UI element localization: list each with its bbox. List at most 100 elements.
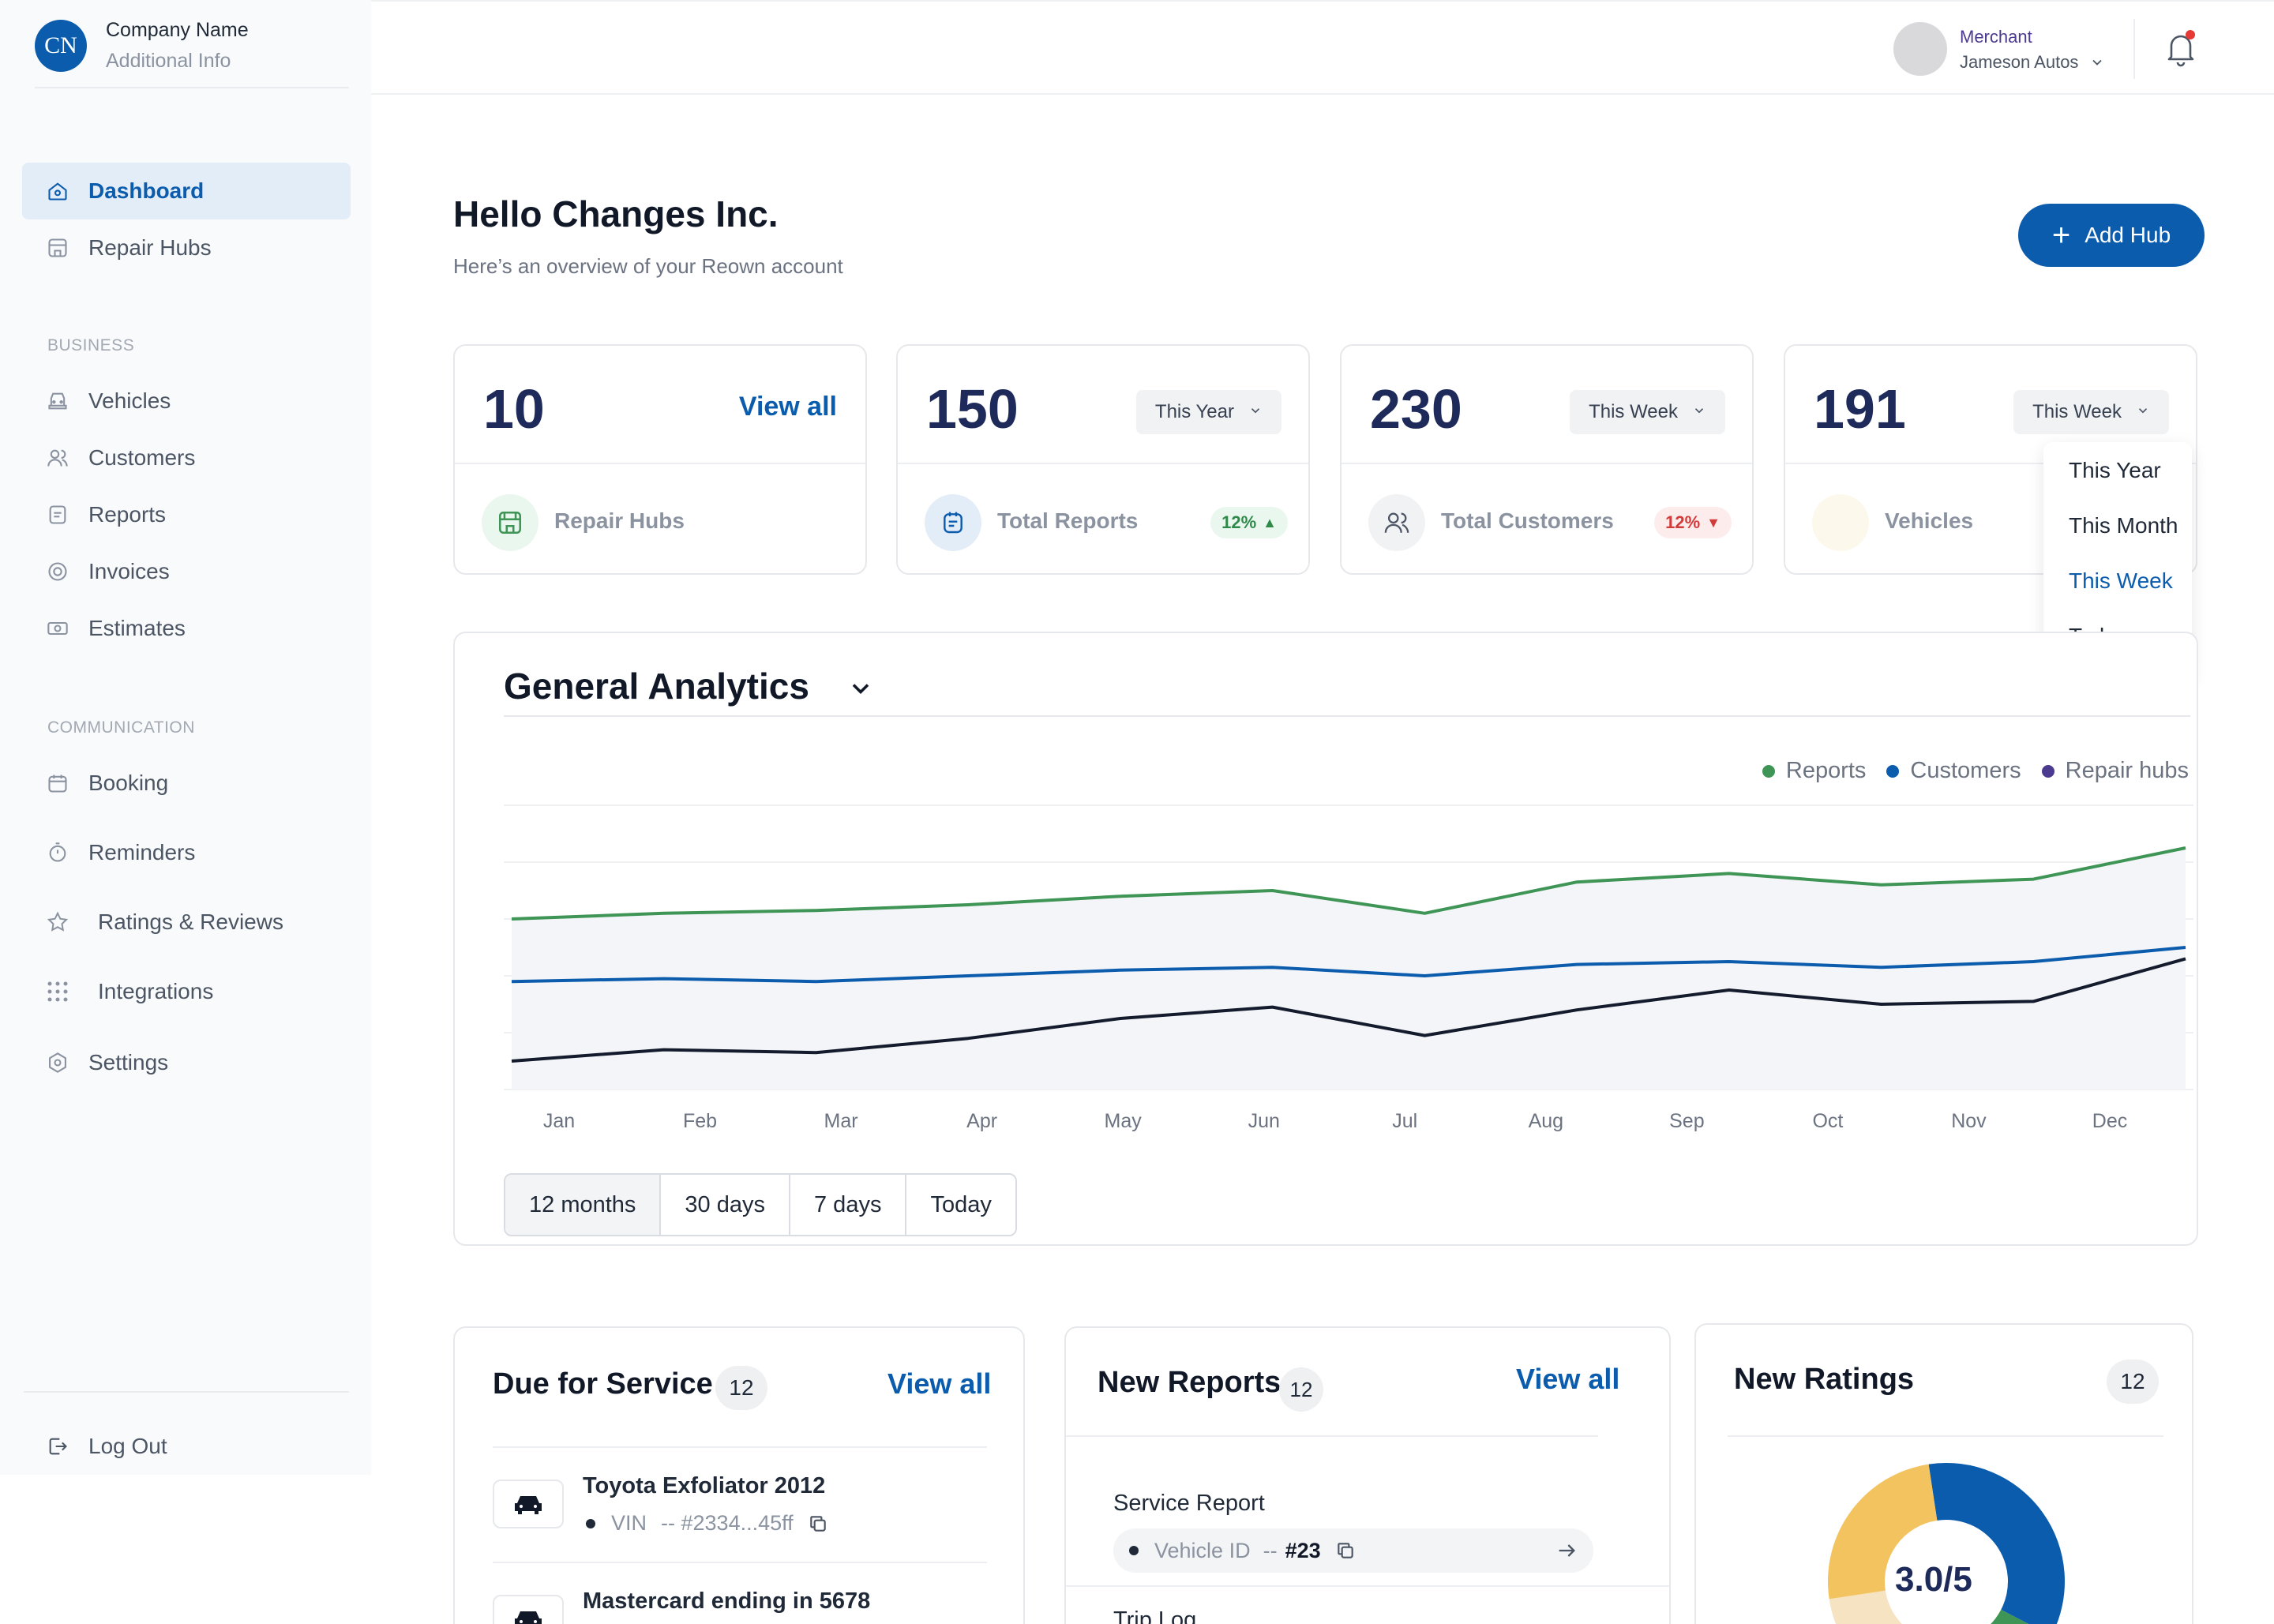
stat-label: Total Reports [997, 508, 1139, 533]
sidebar-item-repair-hubs[interactable]: Repair Hubs [22, 219, 351, 276]
arrow-right-icon[interactable] [1555, 1540, 1578, 1562]
view-all-link[interactable]: View all [1516, 1363, 1620, 1395]
view-all-link[interactable]: View all [887, 1367, 992, 1400]
merchant-switcher[interactable]: Jameson Autos [1960, 52, 2105, 73]
x-tick-label: Jun [1248, 1110, 1280, 1132]
report-item-meta[interactable]: Vehicle ID -- #23 [1113, 1528, 1593, 1573]
sidebar-item-label: Reports [88, 502, 167, 527]
chevron-down-icon[interactable] [846, 674, 875, 703]
menu-item-this-year[interactable]: This Year [2069, 458, 2161, 482]
copy-icon[interactable] [1335, 1540, 1356, 1561]
range-12-months-button[interactable]: 12 months [505, 1175, 662, 1235]
report-item-title[interactable]: Service Report [1113, 1491, 1265, 1516]
service-item-title[interactable]: Toyota Exfoliator 2012 [583, 1473, 826, 1498]
sidebar-item-invoices[interactable]: Invoices [22, 543, 351, 600]
range-today-button[interactable]: Today [906, 1175, 1015, 1235]
sidebar-item-label: Integrations [98, 979, 214, 1003]
bullet [586, 1518, 595, 1528]
stat-label: Vehicles [1885, 508, 1974, 533]
sidebar-item-dashboard[interactable]: Dashboard [22, 163, 351, 219]
sidebar-item-customers[interactable]: Customers [22, 429, 351, 486]
card-divider [493, 1562, 987, 1563]
legend-label: Reports [1785, 758, 1867, 783]
card-divider [898, 463, 1308, 464]
chevron-down-icon [1692, 401, 1706, 423]
menu-item-this-week[interactable]: This Week [2069, 568, 2173, 593]
sidebar-item-reports[interactable]: Reports [22, 486, 351, 543]
period-select[interactable]: This Week [2013, 390, 2169, 434]
company-name: Company Name [106, 19, 249, 41]
sidebar-item-estimates[interactable]: Estimates [22, 600, 351, 657]
logout-button[interactable]: Log Out [22, 1418, 351, 1475]
sidebar-item-label: Ratings & Reviews [98, 910, 283, 934]
section-heading-business: BUSINESS [47, 336, 135, 354]
count-badge: 12 [715, 1366, 767, 1410]
x-tick-label: Dec [2092, 1110, 2128, 1132]
menu-item-this-month[interactable]: This Month [2069, 513, 2178, 538]
merchant-role: Merchant [1960, 27, 2032, 47]
x-tick-label: Feb [682, 1110, 718, 1132]
sidebar-item-label: Settings [88, 1050, 169, 1075]
range-7-days-button[interactable]: 7 days [790, 1175, 907, 1235]
analytics-title: General Analytics [504, 666, 809, 707]
legend-item-reports: Reports [1762, 758, 1867, 784]
sidebar-item-integrations[interactable]: Integrations [22, 963, 351, 1020]
count-badge: 12 [1279, 1367, 1323, 1412]
sidebar-item-label: Estimates [88, 616, 186, 640]
time-range-toggle: 12 months 30 days 7 days Today [504, 1173, 1017, 1236]
sidebar-item-reminders[interactable]: Reminders [22, 824, 351, 881]
legend-item-repair-hubs: Repair hubs [2041, 758, 2189, 784]
add-hub-label: Add Hub [2084, 223, 2171, 247]
legend-dot [1886, 764, 1900, 778]
card-divider [493, 1446, 987, 1448]
sidebar-item-booking[interactable]: Booking [22, 755, 351, 812]
money-icon [46, 617, 69, 640]
service-item-title[interactable]: Mastercard ending in 5678 [583, 1588, 871, 1614]
section-heading-communication: COMMUNICATION [47, 718, 195, 737]
card-divider [1066, 1585, 1669, 1587]
copy-icon[interactable] [808, 1513, 828, 1534]
stat-card-total-reports: 150 This Year Total Reports 12% ▲ [896, 344, 1310, 575]
add-hub-button[interactable]: + Add Hub [2018, 204, 2205, 267]
x-tick-label: Oct [1812, 1110, 1844, 1132]
avatar[interactable] [1893, 22, 1947, 76]
range-30-days-button[interactable]: 30 days [661, 1175, 790, 1235]
view-all-link[interactable]: View all [738, 392, 837, 422]
sidebar-item-vehicles[interactable]: Vehicles [22, 373, 351, 429]
period-select[interactable]: This Year [1135, 390, 1281, 434]
sidebar-item-label: Repair Hubs [88, 235, 212, 260]
stat-card-total-customers: 230 This Week Total Customers 12% ▼ [1340, 344, 1754, 575]
sidebar-item-label: Vehicles [88, 388, 171, 413]
x-tick-label: Sep [1669, 1110, 1705, 1132]
sidebar-item-label: Reminders [88, 840, 196, 865]
card-title: Due for Service [493, 1367, 713, 1401]
notification-bell-icon[interactable] [2163, 28, 2198, 68]
sidebar-item-ratings-reviews[interactable]: Ratings & Reviews [22, 894, 351, 951]
stat-value: 10 [483, 378, 545, 440]
company-additional-info: Additional Info [106, 50, 231, 72]
page-subtitle: Here’s an overview of your Reown account [453, 254, 843, 278]
sidebar-item-label: Booking [88, 771, 169, 795]
vin-value: -- #2334...45ff [661, 1511, 794, 1535]
x-tick-label: May [1104, 1110, 1142, 1132]
trend-badge: 12% ▼ [1654, 507, 1732, 538]
card-divider [1785, 463, 2196, 464]
card-divider [1728, 1435, 2163, 1437]
legend-label: Repair hubs [2065, 758, 2189, 783]
calendar-icon [46, 771, 69, 795]
donut-segment [1828, 1464, 1938, 1600]
arrow-down-icon: ▼ [1706, 514, 1721, 531]
legend-item-customers: Customers [1886, 758, 2021, 784]
donut-segment [1928, 1463, 2065, 1624]
sidebar-item-settings[interactable]: Settings [22, 1034, 351, 1091]
logout-icon [46, 1435, 69, 1458]
vehicle-id-separator: -- [1263, 1538, 1278, 1562]
period-select-value: This Week [2032, 401, 2122, 422]
brand[interactable]: CN Company Name Additional Info [35, 19, 249, 73]
gear-icon [46, 1051, 69, 1075]
period-select[interactable]: This Week [1570, 390, 1725, 434]
vin-label: VIN [611, 1511, 647, 1535]
topbar: Merchant Jameson Autos [371, 0, 2274, 95]
report-item-title[interactable]: Trip Log [1113, 1607, 1197, 1624]
ratings-donut-chart [1828, 1463, 2065, 1624]
